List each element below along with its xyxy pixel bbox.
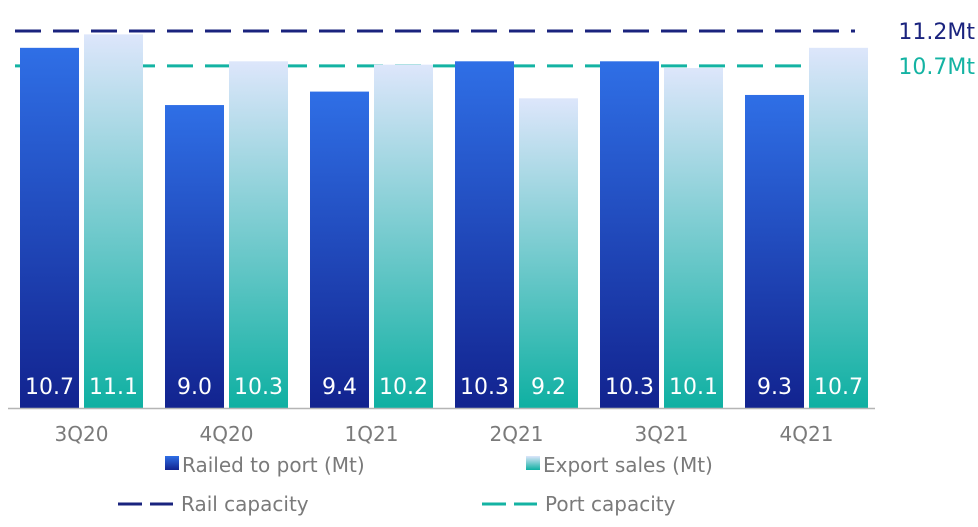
data-label: 11.1 bbox=[89, 375, 138, 400]
bar-export-4Q21 bbox=[809, 47, 868, 409]
legend-swatch-railed bbox=[165, 456, 179, 470]
x-tick-label: 2Q21 bbox=[490, 422, 544, 446]
data-label: 10.1 bbox=[669, 375, 718, 400]
data-label: 9.3 bbox=[757, 375, 792, 400]
bar-railed-4Q20 bbox=[165, 105, 224, 408]
bar-railed-1Q21 bbox=[310, 91, 369, 408]
bar-export-2Q21 bbox=[519, 98, 578, 409]
bar-export-4Q20 bbox=[229, 61, 288, 408]
legend-label: Rail capacity bbox=[181, 492, 309, 516]
data-label: 9.0 bbox=[177, 375, 212, 400]
data-label: 10.7 bbox=[25, 375, 74, 400]
x-tick-label: 3Q20 bbox=[55, 422, 109, 446]
x-tick-label: 4Q20 bbox=[200, 422, 254, 446]
data-labels: 10.7 11.1 9.0 10.3 9.4 10.2 10.3 9.2 10.3 10.1 9.3… bbox=[25, 375, 863, 400]
data-label: 10.3 bbox=[234, 375, 283, 400]
x-tick-label: 1Q21 bbox=[345, 422, 399, 446]
x-tick-label: 3Q21 bbox=[635, 422, 689, 446]
data-label: 9.4 bbox=[322, 375, 357, 400]
bar-railed-4Q21 bbox=[745, 94, 804, 409]
data-label: 10.3 bbox=[460, 375, 509, 400]
legend-swatch-export bbox=[526, 456, 540, 470]
port-capacity-label: 10.7Mt bbox=[898, 55, 975, 80]
data-label: 10.2 bbox=[379, 375, 428, 400]
data-label: 10.7 bbox=[814, 375, 863, 400]
bar-railed-2Q21 bbox=[455, 61, 514, 408]
bar-export-1Q21 bbox=[374, 64, 433, 409]
bars bbox=[20, 34, 868, 409]
data-label: 10.3 bbox=[605, 375, 654, 400]
bar-export-3Q21 bbox=[664, 68, 723, 408]
data-label: 9.2 bbox=[531, 375, 566, 400]
reference-lines: 11.2Mt 10.7Mt bbox=[15, 20, 975, 80]
legend-label: Port capacity bbox=[545, 492, 676, 516]
legend-label: Railed to port (Mt) bbox=[182, 453, 365, 477]
x-tick-label: 4Q21 bbox=[780, 422, 834, 446]
x-axis: 3Q20 4Q20 1Q21 2Q21 3Q21 4Q21 bbox=[8, 407, 875, 446]
bar-railed-3Q20 bbox=[20, 47, 79, 409]
legend: Railed to port (Mt) Export sales (Mt) Rail… bbox=[118, 453, 713, 516]
bar-railed-3Q21 bbox=[600, 61, 659, 408]
rail-capacity-label: 11.2Mt bbox=[898, 20, 975, 45]
legend-label: Export sales (Mt) bbox=[543, 453, 713, 477]
bar-export-3Q20 bbox=[84, 34, 143, 409]
